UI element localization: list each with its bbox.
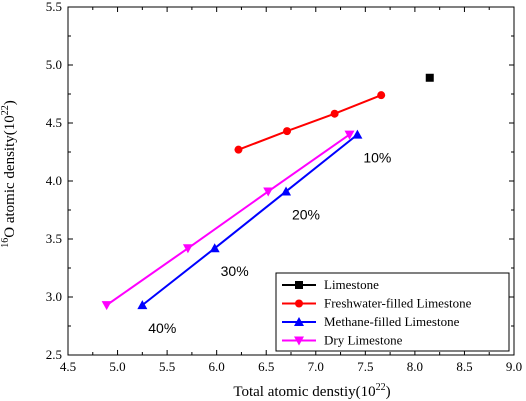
data-point <box>330 109 339 118</box>
percent-annotation: 40% <box>148 320 176 336</box>
data-point <box>137 300 148 310</box>
x-tick-label: 6.5 <box>258 359 274 374</box>
y-tick-label: 4.0 <box>46 173 62 188</box>
data-point <box>182 244 193 254</box>
x-tick-label: 6.0 <box>209 359 225 374</box>
legend-label: Limestone <box>324 277 379 292</box>
legend-marker <box>295 281 303 289</box>
series-line <box>106 133 351 306</box>
data-point <box>263 187 274 197</box>
x-axis-title: Total atomic denstiy(1022) <box>233 382 390 400</box>
percent-annotation: 30% <box>221 263 249 279</box>
percent-annotation: 10% <box>363 149 391 165</box>
x-tick-label: 5.0 <box>109 359 125 374</box>
data-point <box>377 91 386 100</box>
data-point <box>281 186 292 196</box>
x-tick-label: 9.0 <box>506 359 522 374</box>
data-point <box>209 243 220 253</box>
series-line <box>238 94 382 151</box>
legend-marker <box>294 336 304 346</box>
y-tick-label: 5.0 <box>46 57 62 72</box>
y-tick-label: 3.5 <box>46 231 62 246</box>
legend: Limestone Freshwater-filled Limestone Meth… <box>275 272 510 352</box>
legend-marker <box>294 317 304 326</box>
annotation-layer: 10% 20% 30% 40% <box>148 149 391 336</box>
series-limestone <box>425 73 434 82</box>
x-tick-label: 4.5 <box>60 359 76 374</box>
data-point <box>234 145 243 154</box>
x-tick-label: 8.0 <box>407 359 423 374</box>
data-point <box>344 130 355 140</box>
data-point <box>101 301 112 311</box>
series-freshwater-filled-limestone <box>234 91 386 154</box>
y-tick-label: 3.0 <box>46 289 62 304</box>
y-tick-label: 5.5 <box>46 0 62 14</box>
x-tick-label: 7.5 <box>357 359 373 374</box>
series-line <box>141 133 359 306</box>
x-tick-label: 5.5 <box>159 359 175 374</box>
y-tick-label: 4.5 <box>46 115 62 130</box>
legend-item: Methane-filled Limestone <box>282 314 460 329</box>
legend-label: Methane-filled Limestone <box>324 314 460 329</box>
legend-item: Freshwater-filled Limestone <box>282 296 472 311</box>
data-point <box>283 127 292 136</box>
legend-item: Dry Limestone <box>282 333 403 348</box>
data-point <box>425 73 434 82</box>
y-tick-label: 2.5 <box>46 347 62 362</box>
data-point <box>352 129 363 139</box>
legend-item: Limestone <box>282 277 379 292</box>
percent-annotation: 20% <box>292 206 320 222</box>
series-methane-filled-limestone <box>137 129 363 310</box>
axis-ticks: 4.5 5.0 5.5 6.0 6.5 7.0 7.5 8.0 8.5 9.0 2.5 3.0 3.5 4… <box>46 0 522 374</box>
y-axis-title: 16O atomic density(1022) <box>0 100 18 247</box>
x-tick-label: 8.5 <box>456 359 472 374</box>
legend-label: Dry Limestone <box>324 333 403 348</box>
x-tick-label: 7.0 <box>308 359 324 374</box>
legend-label: Freshwater-filled Limestone <box>324 296 472 311</box>
series-dry-limestone <box>101 130 355 311</box>
legend-marker <box>295 299 303 308</box>
series-layer <box>101 73 434 311</box>
